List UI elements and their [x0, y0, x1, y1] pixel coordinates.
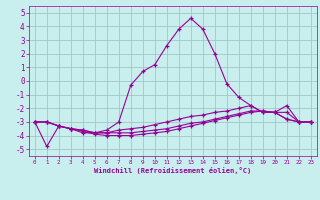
X-axis label: Windchill (Refroidissement éolien,°C): Windchill (Refroidissement éolien,°C)	[94, 167, 252, 174]
